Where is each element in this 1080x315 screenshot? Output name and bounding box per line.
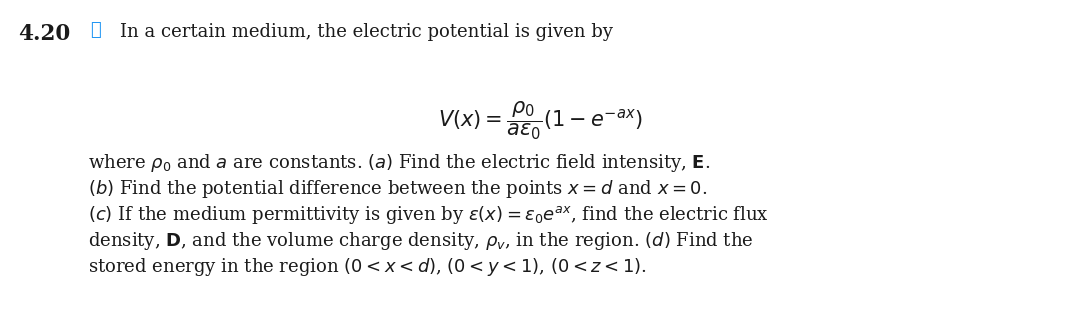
Text: $(c)$ If the medium permittivity is given by $\epsilon(x) = \epsilon_0 e^{ax}$, : $(c)$ If the medium permittivity is give… [87,204,769,226]
Text: In a certain medium, the electric potential is given by: In a certain medium, the electric potent… [120,23,612,41]
Text: stored energy in the region $(0 < x < d)$, $(0 < y < 1)$, $(0 < z < 1)$.: stored energy in the region $(0 < x < d)… [87,256,647,278]
Text: $V(x) = \dfrac{\rho_0}{a\epsilon_0}(1 - e^{-ax})$: $V(x) = \dfrac{\rho_0}{a\epsilon_0}(1 - … [437,100,643,142]
Text: density, $\mathbf{D}$, and the volume charge density, $\rho_v$, in the region. $: density, $\mathbf{D}$, and the volume ch… [87,230,754,252]
Text: $(b)$ Find the potential difference between the points $x = d$ and $x = 0$.: $(b)$ Find the potential difference betw… [87,178,707,200]
Text: 🌡: 🌡 [90,21,100,39]
Text: 4.20: 4.20 [18,23,70,45]
Text: where $\rho_0$ and $a$ are constants. $(a)$ Find the electric field intensity, $: where $\rho_0$ and $a$ are constants. $(… [87,152,711,174]
